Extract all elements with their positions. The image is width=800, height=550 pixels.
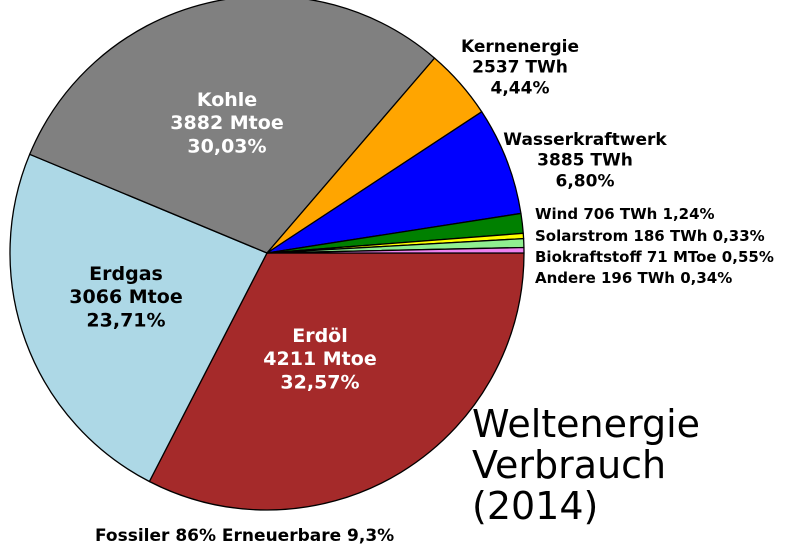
label-percent-kohle: 30,03% [187,135,266,157]
label-name-erdgas: Erdgas [89,263,163,285]
slice-wasserkraftwerk [266,111,522,254]
slice-erdo-l [148,252,525,511]
label-biokraftstoff: Biokraftstoff 71 MToe 0,55% [535,248,774,266]
label-name-kohle: Kohle [197,89,257,111]
label-percent-erdo-l: 32,57% [280,371,359,393]
chart-title-line-2: Verbrauch [472,443,666,487]
pie-slices [9,0,525,511]
chart-title-line-1: Weltenergie [472,402,700,446]
label-solarstrom: Solarstrom 186 TWh 0,33% [535,227,765,245]
label-amount-kernenergie: 2537 TWh [472,58,568,78]
label-wind: Wind 706 TWh 1,24% [535,205,715,223]
label-percent-erdgas: 23,71% [86,309,165,331]
label-name-kernenergie: Kernenergie [461,37,579,57]
label-percent-kernenergie: 4,44% [491,78,550,98]
label-amount-erdo-l: 4211 Mtoe [263,348,376,370]
label-andere: Andere 196 TWh 0,34% [535,269,732,287]
chart-title-line-3: (2014) [472,484,598,528]
label-percent-wasserkraftwerk: 6,80% [556,171,615,191]
slice-erdgas [9,153,268,483]
slice-kohle [29,0,436,254]
chart-footer: Fossiler 86% Erneuerbare 9,3% [95,526,394,546]
label-name-wasserkraftwerk: Wasserkraftwerk [503,130,667,150]
label-name-erdo-l: Erdöl [292,325,348,347]
label-amount-wasserkraftwerk: 3885 TWh [537,151,633,171]
label-amount-kohle: 3882 Mtoe [170,112,283,134]
label-amount-erdgas: 3066 Mtoe [69,286,182,308]
slice-andere [266,246,525,254]
